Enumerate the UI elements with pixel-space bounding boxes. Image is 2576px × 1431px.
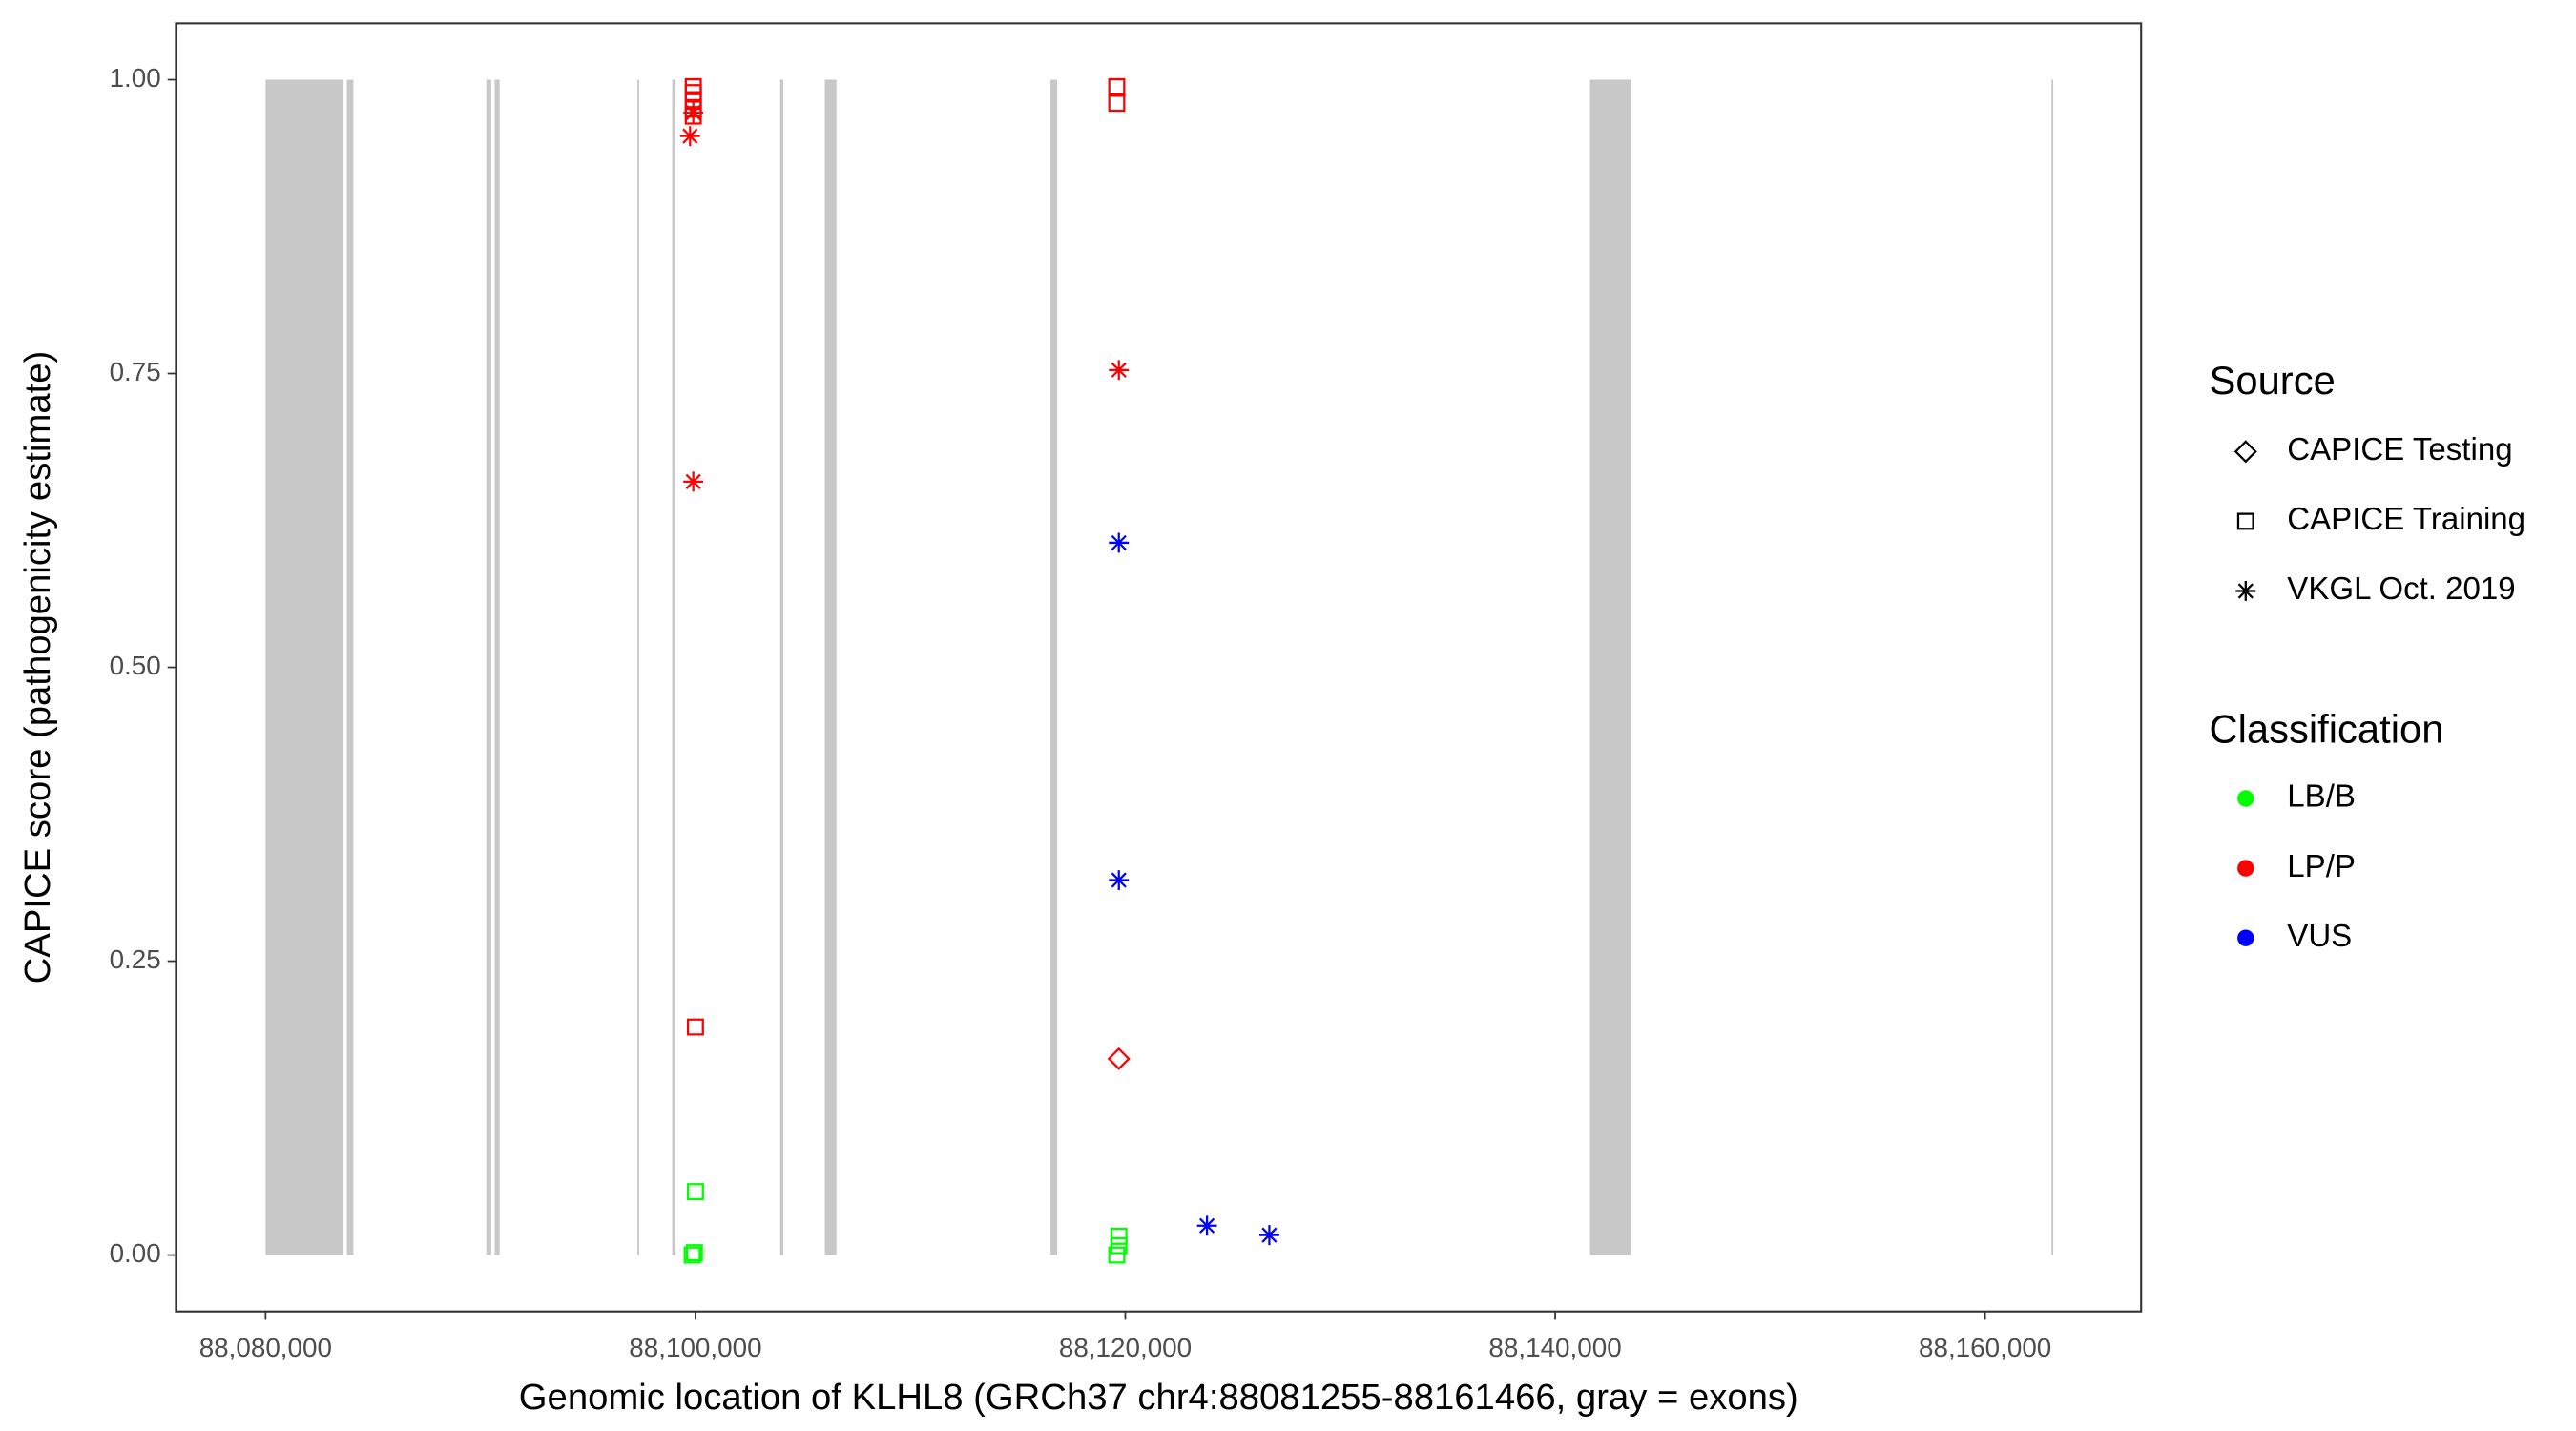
asterisk-point — [1109, 532, 1130, 553]
legend-key — [2237, 860, 2254, 877]
x-tick-label: 88,140,000 — [1488, 1333, 1621, 1362]
y-tick-label: 0.25 — [110, 944, 161, 974]
asterisk-point — [1109, 360, 1130, 381]
legend-label: CAPICE Training — [2287, 502, 2525, 537]
legend-key — [2237, 929, 2254, 946]
exon — [779, 79, 784, 1255]
legend-key — [2233, 440, 2257, 464]
exon — [346, 79, 354, 1255]
legend-key — [2237, 790, 2254, 807]
square-point — [1108, 1246, 1126, 1264]
exon — [1589, 79, 1632, 1255]
y-tick-label: 1.00 — [110, 63, 161, 93]
square-point — [686, 1183, 704, 1201]
x-tick-label: 88,120,000 — [1059, 1333, 1192, 1362]
exon — [824, 79, 837, 1255]
x-tick-label: 88,100,000 — [629, 1333, 761, 1362]
legend-key — [2235, 581, 2256, 601]
asterisk-point — [683, 102, 704, 123]
legend-label: LP/P — [2287, 849, 2356, 884]
legend-title: Classification — [2210, 706, 2444, 751]
asterisk-point — [683, 471, 704, 492]
y-tick-label: 0.00 — [110, 1238, 161, 1268]
y-tick-label: 0.75 — [110, 357, 161, 386]
x-tick-label: 88,160,000 — [1919, 1333, 2051, 1362]
legend-label: CAPICE Testing — [2287, 432, 2512, 467]
square-point — [1108, 94, 1126, 113]
square-point — [1108, 77, 1126, 95]
asterisk-point — [1109, 870, 1130, 890]
square-point — [686, 1018, 704, 1036]
legend-label: VKGL Oct. 2019 — [2287, 571, 2515, 607]
square-point — [683, 1246, 701, 1264]
exon — [672, 79, 675, 1255]
plot-border — [175, 22, 2143, 1313]
square-point — [685, 1244, 703, 1262]
exon — [486, 79, 491, 1255]
legend-label: LB/B — [2287, 779, 2356, 815]
exon — [494, 79, 500, 1255]
exon — [265, 79, 344, 1255]
x-tick-label: 88,080,000 — [199, 1333, 332, 1362]
asterisk-point — [1196, 1215, 1217, 1236]
exon — [637, 79, 639, 1255]
exon — [1050, 79, 1058, 1255]
legend-label: VUS — [2287, 919, 2352, 954]
x-axis-title: Genomic location of KLHL8 (GRCh37 chr4:8… — [519, 1377, 1798, 1418]
y-tick-label: 0.50 — [110, 651, 161, 680]
asterisk-point — [1259, 1225, 1279, 1246]
exon — [2051, 79, 2054, 1255]
y-axis-title: CAPICE score (pathogenicity estimate) — [17, 351, 58, 985]
legend-title: Source — [2210, 358, 2336, 403]
diamond-point — [1107, 1047, 1131, 1070]
legend-key — [2236, 512, 2254, 530]
asterisk-point — [679, 126, 700, 147]
